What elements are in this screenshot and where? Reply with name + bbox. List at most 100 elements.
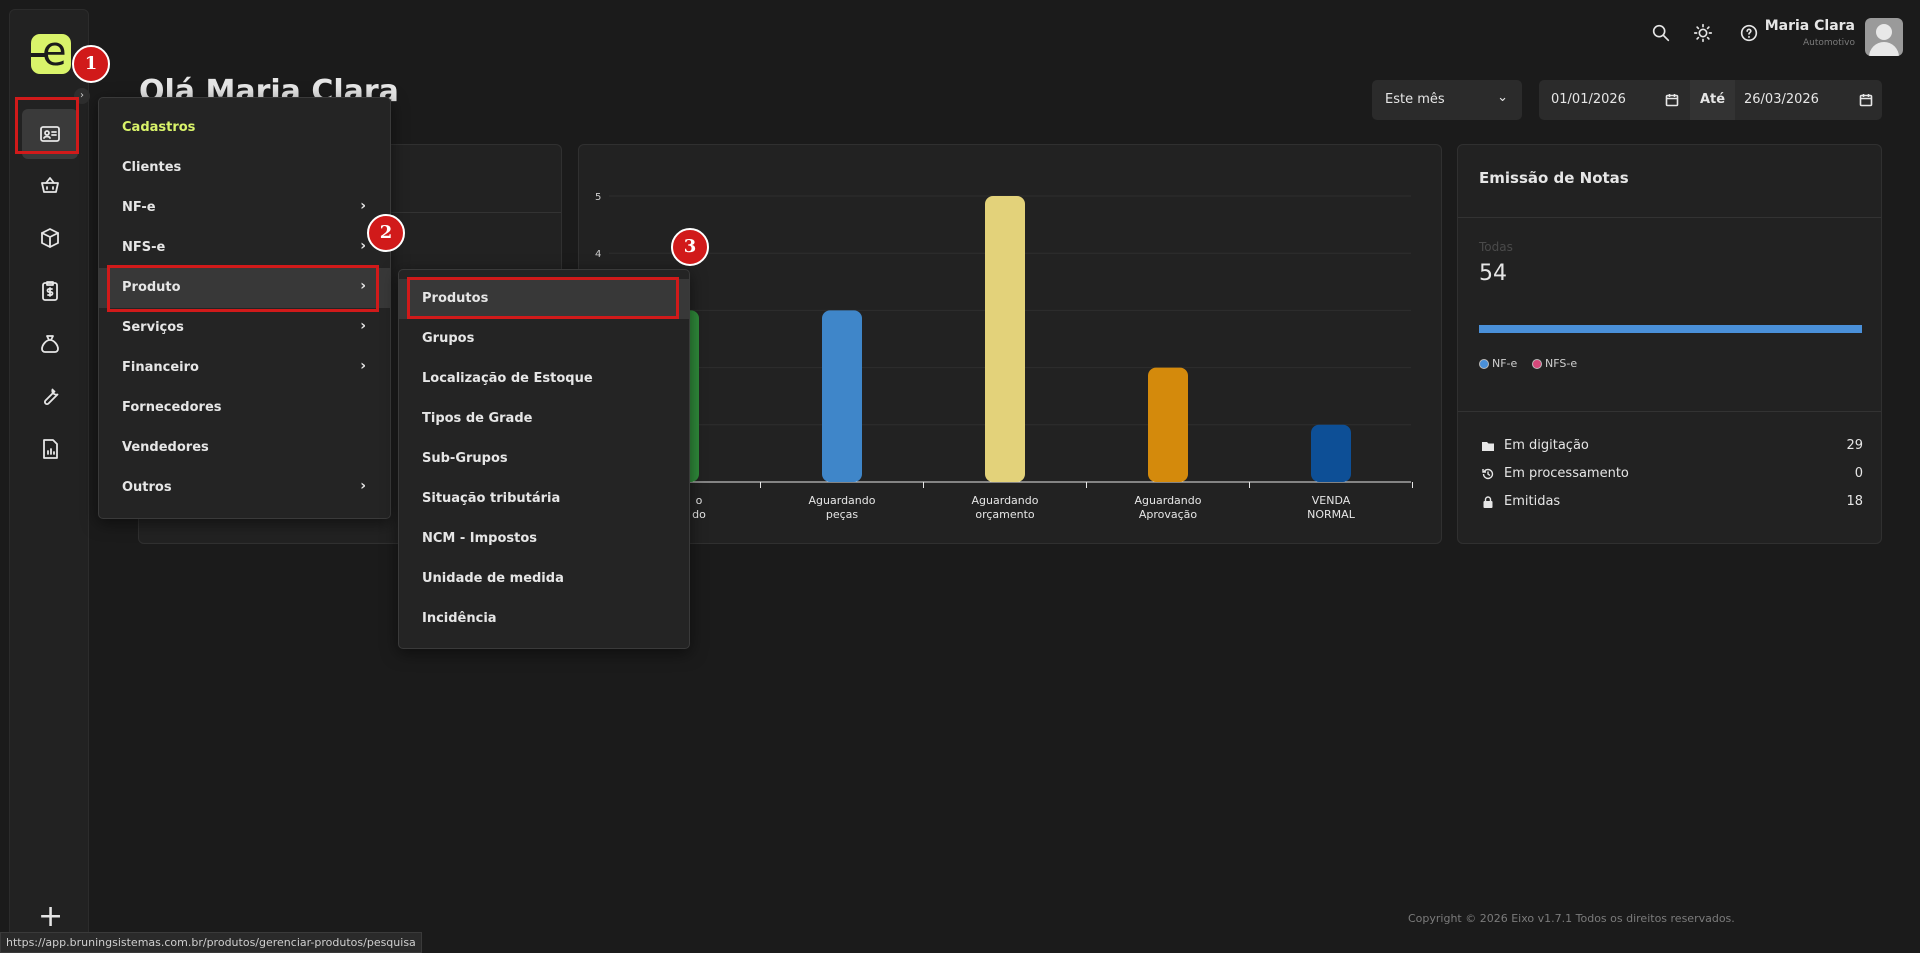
x-tick-label: o [696,494,703,507]
status-chart-card: 5 4 o do Aguardando peças Aguardando orçamento A… [578,144,1442,544]
chart-bar[interactable] [1311,424,1351,482]
submenu-item-sub-grupos[interactable]: Sub-Grupos [422,451,508,466]
legend-dot [1479,358,1489,369]
money-bag-icon [41,335,59,353]
menu-item-label: Outros [122,480,172,495]
legend-dot [1532,358,1542,369]
chart-bar[interactable] [822,310,862,482]
chevron-right-icon: › [360,318,366,334]
legend-nfse[interactable]: NFS-e [1532,357,1577,370]
search-icon [1652,24,1670,42]
notes-total-value: 54 [1479,261,1507,286]
x-tick-label: Aguardando [1135,494,1202,507]
sun-icon [1693,23,1713,43]
x-tick-label: do [692,508,706,521]
box-icon [41,228,59,248]
clipboard-dollar-icon [42,281,58,301]
app-logo[interactable]: e [31,30,71,74]
chevron-right-icon: › [360,198,366,214]
menu-item-label: Clientes [122,160,182,175]
help-button[interactable] [1738,22,1762,46]
history-icon [1482,468,1494,480]
nav-servicos[interactable] [10,371,90,421]
date-from-input[interactable]: 01/01/2026 [1551,92,1626,107]
search-button[interactable] [1650,22,1674,46]
user-name[interactable]: Maria Clara [1764,18,1855,34]
chart-bar[interactable] [1148,367,1188,482]
theme-toggle-button[interactable] [1692,22,1716,46]
chevron-right-icon: › [360,278,366,294]
menu-item-vendedores[interactable]: Vendedores [99,428,390,468]
menu-item-label: Vendedores [122,440,209,455]
menu-item-label: NFS-e [122,240,166,255]
menu-item-outros[interactable]: Outros › [99,468,390,508]
date-to-label: Até [1690,80,1735,120]
produto-submenu: Produtos Grupos Localização de Estoque T… [398,269,690,649]
avatar[interactable] [1865,18,1903,56]
cadastros-menu: Cadastros Clientes NF-e › NFS-e › Produto ›… [98,97,391,519]
menu-item-produto[interactable]: Produto › [99,268,390,308]
x-tick-label: Aguardando [809,494,876,507]
nav-estoque[interactable] [10,213,90,263]
chevron-right-icon: › [360,238,366,254]
submenu-item-localizacao-estoque[interactable]: Localização de Estoque [422,371,593,386]
submenu-item-unidade-medida[interactable]: Unidade de medida [422,571,564,586]
date-to-input[interactable]: 26/03/2026 [1744,92,1819,107]
x-tick-label: NORMAL [1307,508,1356,521]
nav-vendas[interactable] [10,160,90,210]
add-icon[interactable]: + [38,899,64,934]
submenu-item-situacao-tributaria[interactable]: Situação tributária [422,491,561,506]
status-bar-url: https://app.bruningsistemas.com.br/produ… [0,932,422,953]
menu-item-label: Serviços [122,320,184,335]
menu-item-fornecedores[interactable]: Fornecedores [99,388,390,428]
nav-cadastros[interactable] [10,109,90,159]
menu-item-nfe[interactable]: NF-e › [99,188,390,228]
menu-heading: Cadastros [122,120,196,135]
status-bar-chart: 54odoAguardandopeçasAguardandoorçamentoA… [579,192,1413,521]
sidebar: e + [9,9,89,944]
nav-caixa[interactable] [10,319,90,369]
stat-value: 18 [1846,494,1863,509]
nav-relatorios[interactable] [10,424,90,474]
chevron-right-icon: › [360,358,366,374]
stat-value: 29 [1846,438,1863,453]
stat-em-digitacao: Em digitação 29 [1479,436,1863,456]
menu-item-nfse[interactable]: NFS-e › [99,228,390,268]
x-tick-label: Aprovação [1139,508,1198,521]
menu-item-servicos[interactable]: Serviços › [99,308,390,348]
submenu-item-tipos-grade[interactable]: Tipos de Grade [422,411,533,426]
callout-highlight-3 [407,277,679,319]
report-icon [43,439,58,459]
callout-highlight-2 [107,265,379,312]
notes-progress-fill [1479,325,1862,333]
x-tick-label: orçamento [975,508,1035,521]
period-select[interactable]: Este mês ⌄ [1372,80,1522,120]
y-tick-label: 5 [595,192,601,203]
menu-item-label: Financeiro [122,360,199,375]
y-tick-label: 4 [595,249,601,260]
legend-label: NF-e [1492,357,1518,370]
menu-item-clientes[interactable]: Clientes [99,148,390,188]
x-tick-label: Aguardando [972,494,1039,507]
help-icon [1740,24,1758,42]
x-tick-label: VENDA [1312,494,1351,507]
stat-em-processamento: Em processamento 0 [1479,464,1863,484]
submenu-item-ncm-impostos[interactable]: NCM - Impostos [422,531,538,546]
lock-icon [1483,496,1493,508]
chevron-down-icon: ⌄ [1497,90,1508,105]
menu-item-financeiro[interactable]: Financeiro › [99,348,390,388]
nav-financeiro[interactable] [10,266,90,316]
stat-label: Em processamento [1504,466,1629,481]
chart-bar[interactable] [985,196,1025,482]
notes-card-title: Emissão de Notas [1479,169,1629,187]
submenu-item-produtos[interactable]: Produtos [399,279,689,319]
calendar-icon[interactable] [1665,92,1679,107]
calendar-icon[interactable] [1859,92,1873,107]
submenu-item-incidencia[interactable]: Incidência [422,611,497,626]
submenu-item-grupos[interactable]: Grupos [422,331,475,346]
copyright: Copyright © 2026 Eixo v1.7.1 Todos os di… [1408,912,1735,925]
notes-progress-bar [1479,325,1862,333]
legend-nfe[interactable]: NF-e [1479,357,1517,370]
menu-item-label: Fornecedores [122,400,222,415]
basket-icon [41,177,59,193]
